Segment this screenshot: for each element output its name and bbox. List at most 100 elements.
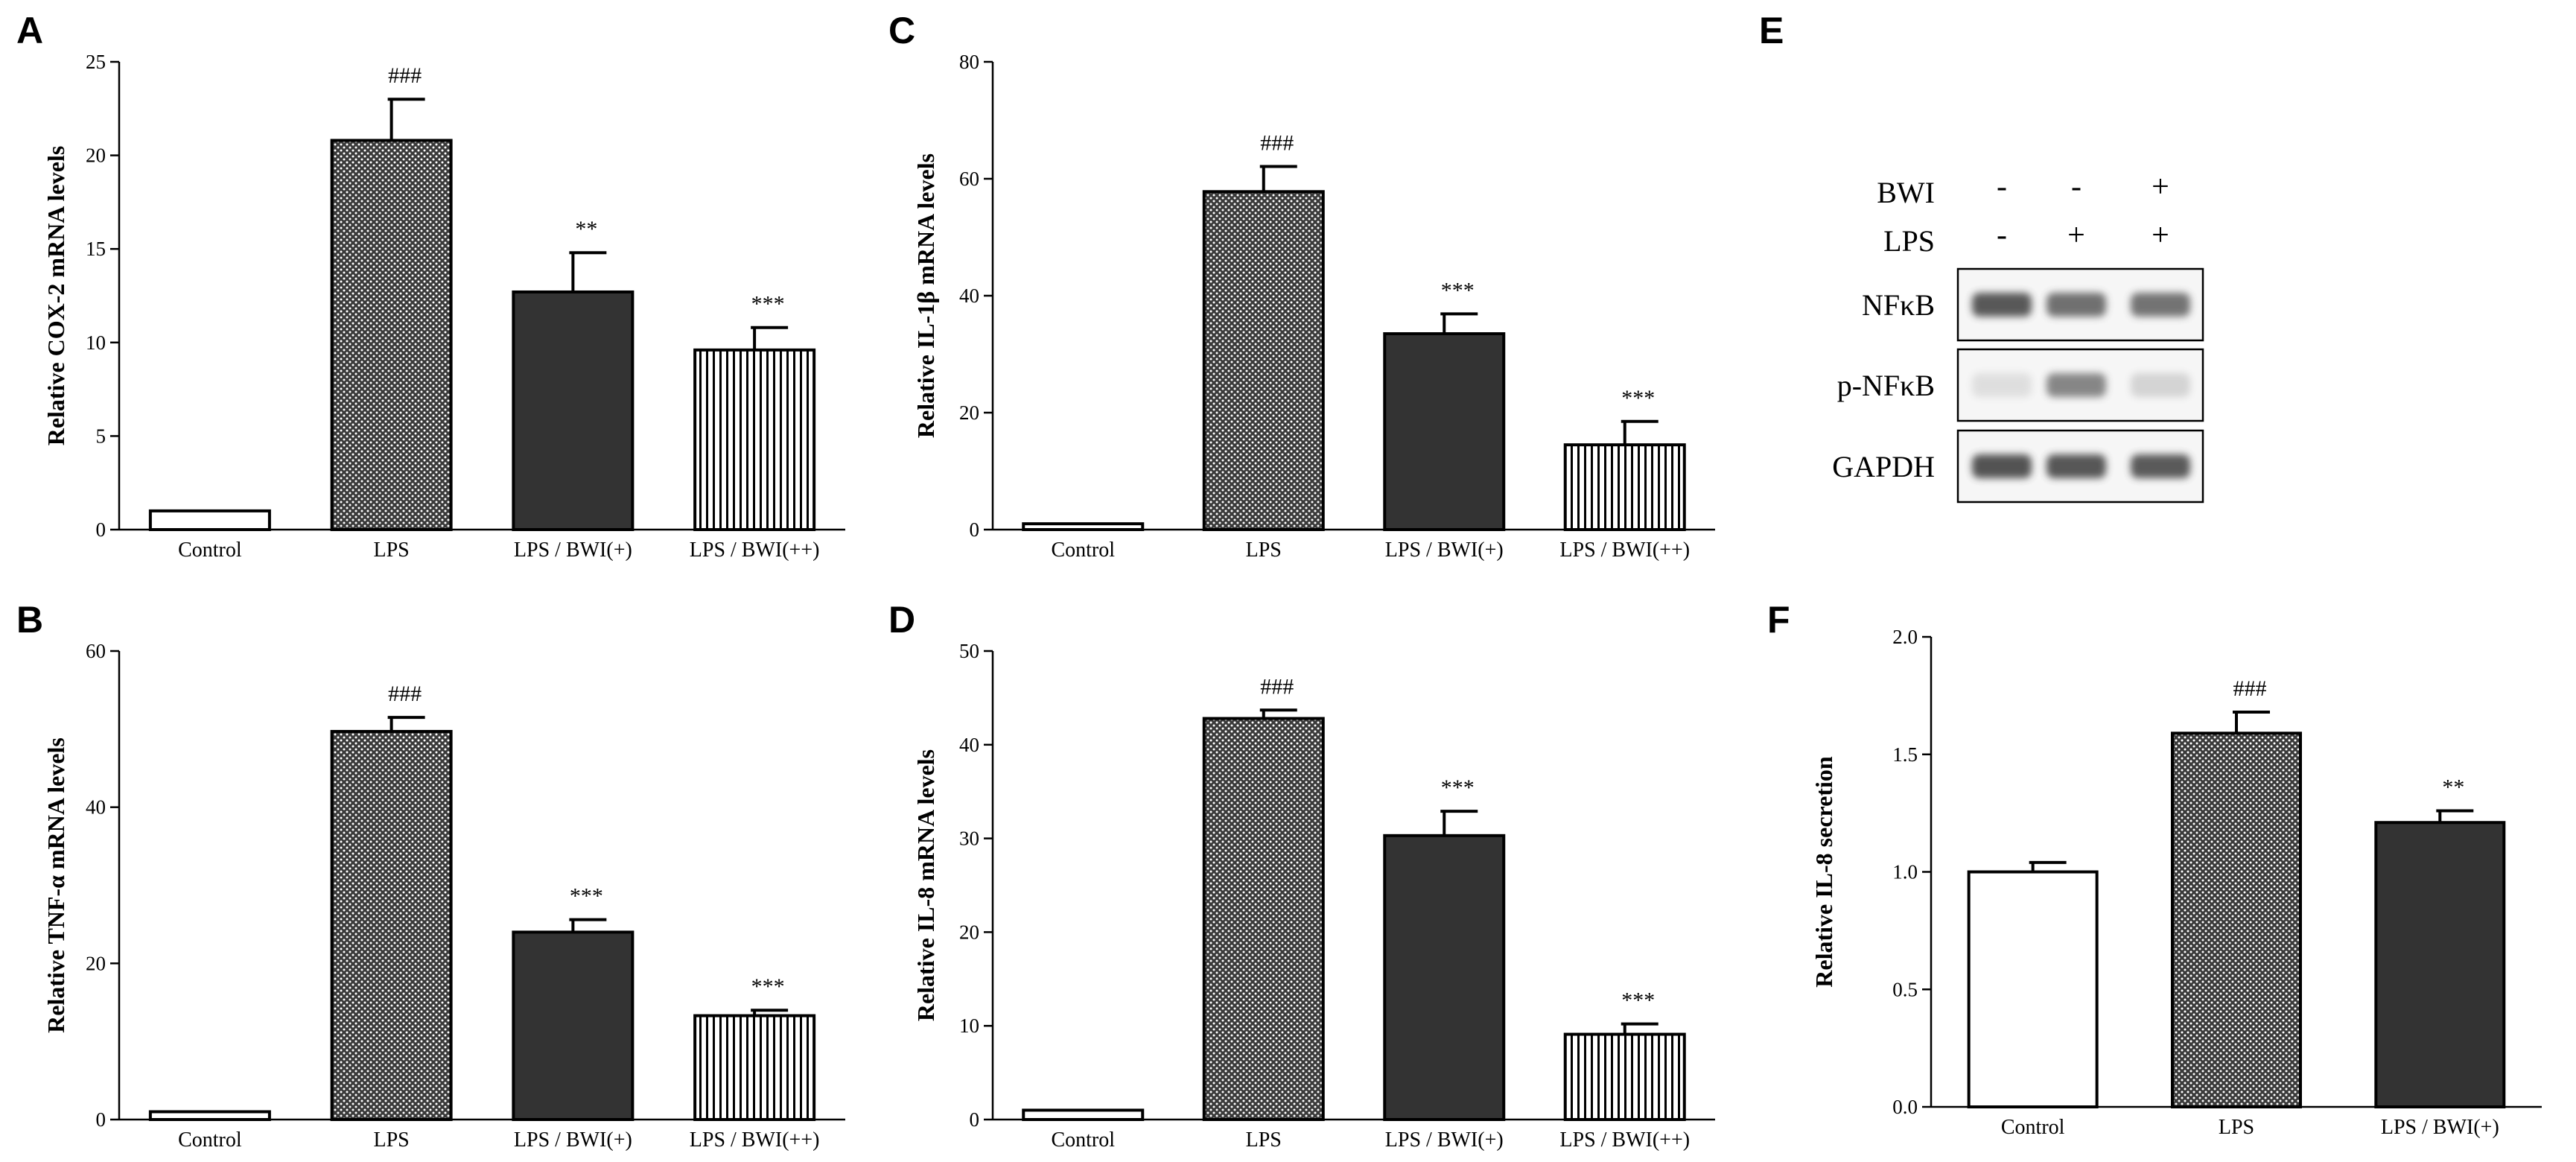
significance-marker: ### <box>2233 676 2267 701</box>
y-tick-label: 15 <box>86 238 106 260</box>
x-category-label: LPS / BWI(+) <box>1385 1128 1504 1152</box>
y-tick-label: 80 <box>959 51 979 73</box>
bar-lps-bwi <box>512 290 635 531</box>
treatment-label: BWI <box>1877 176 1935 209</box>
bar-lps-bwi <box>1383 332 1506 531</box>
charts-layer: A 0 5 10 15 20 25 Relative COX-2 mRNA levels Con… <box>16 10 2542 1152</box>
panel-label: C <box>888 10 915 51</box>
x-category-label: Control <box>178 1128 242 1152</box>
x-category-label: LPS / BWI(++) <box>690 539 820 562</box>
blot-band <box>1972 454 2032 478</box>
western-blot-panel: E BWI - - + LPS - + + NFκB p-NFκB GAPDH <box>1759 10 2204 504</box>
x-category-label: LPS / BWI(++) <box>1559 1128 1690 1152</box>
x-category-label: LPS <box>374 539 410 562</box>
treatment-mark: - <box>2071 170 2082 204</box>
treatment-mark: + <box>2067 218 2085 253</box>
x-category-label: LPS / BWI(+) <box>514 1128 632 1152</box>
bar-lps <box>330 729 453 1121</box>
treatment-mark: - <box>1997 218 2007 253</box>
y-tick-label: 25 <box>86 51 106 73</box>
y-tick-label: 0 <box>970 518 980 541</box>
x-category-label: Control <box>1051 1128 1115 1152</box>
treatment-label: LPS <box>1883 224 1935 258</box>
chart-panel-c: C 0 20 40 60 80 Relative IL-1β mRNA levels Cont… <box>888 10 1715 562</box>
y-tick-label: 20 <box>86 145 106 167</box>
significance-marker: *** <box>1441 775 1475 800</box>
y-axis-label: Relative COX-2 mRNA levels <box>42 146 69 446</box>
blot-band <box>1972 293 2032 317</box>
x-category-label: LPS <box>2219 1116 2254 1139</box>
blot-band <box>2047 373 2106 397</box>
bar-control <box>1967 870 2099 1108</box>
bar-lps-bwi <box>1383 834 1506 1122</box>
significance-marker: *** <box>751 974 785 999</box>
bar-lps-bwi <box>1563 1032 1686 1121</box>
blot-band <box>2131 293 2190 317</box>
significance-marker: ### <box>1260 674 1294 699</box>
y-tick-label: 0 <box>970 1108 980 1131</box>
treatment-mark: - <box>1997 170 2007 204</box>
x-category-label: LPS <box>1246 539 1282 562</box>
y-tick-label: 1.0 <box>1892 861 1918 883</box>
panel-label: A <box>16 10 43 51</box>
chart-panel-b: B 0 20 40 60 Relative TNF-α mRNA levels Contro… <box>16 599 845 1152</box>
x-category-label: LPS <box>374 1128 410 1152</box>
blot-band <box>2047 293 2106 317</box>
bar-lps-bwi <box>512 930 635 1122</box>
y-tick-label: 20 <box>86 952 106 974</box>
chart-panel-a: A 0 5 10 15 20 25 Relative COX-2 mRNA levels Con… <box>16 10 845 562</box>
y-axis-label: Relative IL-8 mRNA levels <box>912 749 939 1021</box>
x-category-label: LPS <box>1246 1128 1282 1152</box>
blot-row-label: NFκB <box>1862 288 1935 322</box>
blot-band <box>1972 373 2032 397</box>
significance-marker: ### <box>388 682 422 706</box>
bar-lps <box>1202 190 1325 531</box>
y-tick-label: 2.0 <box>1892 626 1918 648</box>
y-axis-label: Relative TNF-α mRNA levels <box>42 737 69 1033</box>
panel-label: E <box>1759 10 1784 51</box>
significance-marker: *** <box>751 292 785 317</box>
y-tick-label: 60 <box>959 168 979 190</box>
x-category-label: LPS / BWI(++) <box>690 1128 820 1152</box>
blot-band <box>2131 373 2190 397</box>
blot-row-label: GAPDH <box>1832 450 1935 483</box>
y-tick-label: 40 <box>86 796 106 819</box>
bar-lps <box>1202 717 1325 1121</box>
bar-lps-bwi <box>693 1014 816 1121</box>
y-tick-label: 10 <box>959 1015 979 1037</box>
bar-control <box>148 509 271 532</box>
x-category-label: LPS / BWI(+) <box>514 539 632 562</box>
significance-marker: ** <box>575 217 597 241</box>
y-axis-label: Relative IL-8 secretion <box>1810 756 1837 988</box>
significance-marker: ### <box>1260 131 1294 156</box>
chart-panel-f: F 0.0 0.5 1.0 1.5 2.0 Relative IL-8 secretion C… <box>1767 599 2542 1139</box>
blot-row-label: p-NFκB <box>1837 369 1935 402</box>
significance-marker: *** <box>1441 278 1475 302</box>
significance-marker: *** <box>1621 386 1655 410</box>
significance-marker: ** <box>2442 775 2464 799</box>
bar-control <box>1022 522 1145 532</box>
bar-lps-bwi <box>693 348 816 531</box>
panel-label: D <box>888 599 915 641</box>
x-category-label: Control <box>2001 1116 2065 1139</box>
panel-label: F <box>1767 599 1790 641</box>
x-category-label: Control <box>1051 539 1115 562</box>
bar-control <box>1022 1108 1145 1122</box>
y-tick-label: 1.5 <box>1892 743 1918 766</box>
y-tick-label: 0.0 <box>1892 1096 1918 1118</box>
blot-band <box>2131 454 2190 478</box>
x-category-label: LPS / BWI(++) <box>1559 539 1690 562</box>
y-tick-label: 0 <box>96 518 106 541</box>
treatment-mark: + <box>2152 170 2169 204</box>
y-tick-label: 5 <box>96 425 106 447</box>
y-axis-label: Relative IL-1β mRNA levels <box>912 153 939 438</box>
bar-control <box>148 1110 271 1122</box>
bar-lps <box>330 139 453 531</box>
bar-lps-bwi <box>2374 821 2506 1108</box>
y-tick-label: 20 <box>959 921 979 943</box>
y-tick-label: 60 <box>86 640 106 662</box>
significance-marker: *** <box>1621 988 1655 1013</box>
y-tick-label: 0 <box>96 1108 106 1131</box>
x-category-label: Control <box>178 539 242 562</box>
